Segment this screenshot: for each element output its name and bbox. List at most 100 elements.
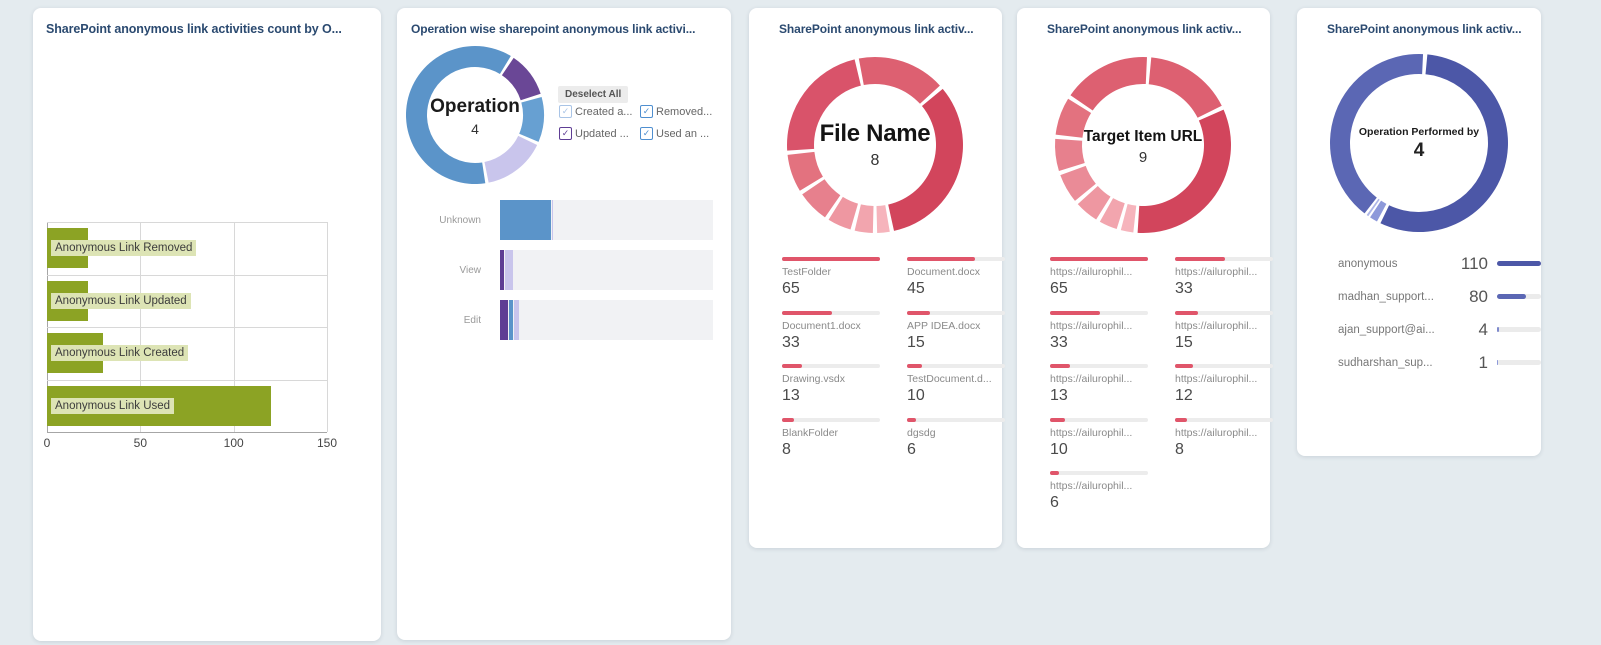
bar-label: Anonymous Link Updated	[51, 292, 191, 309]
donut-segment-sudharshan_sup...[interactable]	[1366, 198, 1380, 217]
stacked-bar-segment[interactable]	[500, 300, 509, 340]
checkbox-icon[interactable]: ✓	[640, 127, 653, 140]
donut-segment-dgsdg[interactable]	[876, 205, 890, 233]
donut-segment-https://ailurophil...[interactable]	[1137, 109, 1231, 233]
file-name-stat-list: TestFolder 65 Document1.docx 33 Drawing.vsdx…	[782, 257, 1005, 471]
stat-bar-track	[1175, 310, 1273, 315]
donut-segment-APP IDEA.docx[interactable]	[787, 151, 823, 191]
gridline	[47, 222, 327, 223]
donut-segment-https://ailurophil...[interactable]	[1054, 138, 1085, 172]
user-label: ajan_support@ai...	[1338, 323, 1435, 336]
stat-bar-fill	[782, 364, 802, 368]
stacked-bar-segment[interactable]	[500, 250, 504, 290]
donut-segment-https://ailurophil...[interactable]	[1077, 185, 1111, 220]
donut-segment-https://ailurophil...[interactable]	[1148, 57, 1222, 118]
stat-bar-fill	[1050, 257, 1148, 261]
stat-bar-track	[907, 310, 1005, 315]
legend-label: Removed...	[656, 105, 713, 118]
user-row: madhan_support... 80	[1338, 280, 1541, 313]
stat-bar-fill	[907, 364, 922, 368]
stacked-bar-segment[interactable]	[500, 200, 552, 240]
stat-item-value: 8	[1175, 440, 1184, 458]
donut-segment-Used an ...[interactable]	[405, 45, 511, 184]
donut-segment-https://ailurophil...[interactable]	[1099, 198, 1125, 229]
stat-item-label: dgsdg	[907, 426, 936, 439]
donut-segment-BlankFolder[interactable]	[854, 204, 874, 233]
stat-item-value: 15	[1175, 333, 1193, 351]
stat-item-label: https://ailurophil...	[1175, 426, 1258, 439]
target-url-stat-list: https://ailurophil... 65 https://ailurophi…	[1050, 257, 1273, 525]
donut-segment-Removed...[interactable]	[519, 97, 545, 142]
stat-item-value: 6	[907, 440, 916, 458]
stat-item: Document1.docx 33	[782, 310, 880, 365]
performed-by-donut-chart[interactable]	[1329, 53, 1509, 233]
user-label: madhan_support...	[1338, 290, 1434, 303]
stat-item-label: https://ailurophil...	[1175, 266, 1258, 278]
donut-segment-madhan_support...[interactable]	[1329, 53, 1424, 214]
donut-segment-Created a...[interactable]	[484, 135, 538, 183]
stat-item: https://ailurophil... 65	[1050, 257, 1148, 311]
stat-item-label: Document1.docx	[782, 319, 861, 332]
bar-chart: Anonymous Link Removed Anonymous Link Upd…	[47, 222, 328, 433]
x-axis-line	[47, 432, 327, 433]
donut-segment-https://ailurophil...[interactable]	[1070, 56, 1147, 111]
user-bar-fill	[1497, 360, 1499, 365]
donut-segment-https://ailurophil...[interactable]	[1060, 165, 1096, 201]
user-value: 110	[1460, 253, 1488, 273]
card-activities-by-user: SharePoint anonymous link activ... Opera…	[1297, 8, 1541, 456]
donut-segment-TestFolder[interactable]	[888, 88, 963, 231]
legend: ✓ Created a... ✓ Removed... ✓ Updated ... ✓ Use…	[559, 105, 712, 140]
donut-segment-Updated ...[interactable]	[501, 57, 541, 101]
donut-segment-ajan_support@ai...[interactable]	[1370, 200, 1387, 222]
legend-label: Used an ...	[656, 127, 710, 140]
operation-donut-chart[interactable]	[405, 45, 545, 185]
donut-segment-TestDocument.d...[interactable]	[828, 196, 859, 230]
stacked-bar-chart: Unknown View Edit	[417, 200, 713, 350]
stat-bar-fill	[1175, 257, 1225, 261]
stacked-bar-segment[interactable]	[509, 300, 514, 340]
legend-item-updated-[interactable]: ✓ Updated ...	[559, 127, 640, 140]
stat-item: https://ailurophil... 33	[1050, 310, 1148, 365]
stacked-bar-track[interactable]	[500, 200, 713, 240]
stat-item: https://ailurophil... 33	[1175, 257, 1273, 311]
legend-item-removed-[interactable]: ✓ Removed...	[640, 105, 712, 118]
user-bar-track	[1497, 261, 1541, 266]
checkbox-icon[interactable]: ✓	[559, 105, 572, 118]
stacked-bar-segment[interactable]	[514, 300, 520, 340]
stat-item: APP IDEA.docx 15	[907, 310, 1005, 365]
stat-item-value: 13	[1050, 387, 1068, 404]
stat-bar-track	[1175, 364, 1273, 368]
stat-bar-fill	[1050, 310, 1100, 315]
stat-item-value: 10	[907, 387, 925, 404]
stat-item-label: https://ailurophil...	[1050, 266, 1133, 278]
donut-segment-anonymous[interactable]	[1380, 54, 1508, 232]
file-name-donut-chart[interactable]	[786, 56, 964, 234]
donut-segment-Document.docx[interactable]	[786, 59, 861, 151]
stat-item: Drawing.vsdx 13	[782, 364, 880, 418]
donut-segment-https://ailurophil...[interactable]	[1055, 98, 1092, 138]
stacked-bar-segment[interactable]	[552, 200, 554, 240]
card-activities-by-file-name: SharePoint anonymous link activ... File …	[749, 8, 1005, 548]
target-url-donut-chart[interactable]	[1054, 56, 1232, 234]
bar-label: Anonymous Link Used	[51, 397, 175, 414]
legend-item-created-a-[interactable]: ✓ Created a...	[559, 105, 640, 118]
donut-segment-Drawing.vsdx[interactable]	[802, 179, 841, 218]
stacked-bar-track[interactable]	[500, 250, 713, 290]
stat-item-value: 45	[907, 280, 925, 297]
legend-item-used-an-[interactable]: ✓ Used an ...	[640, 127, 712, 140]
donut-segment-Document1.docx[interactable]	[858, 56, 940, 104]
checkbox-icon[interactable]: ✓	[640, 105, 653, 118]
donut-segment-https://ailurophil...[interactable]	[1120, 204, 1137, 233]
bar-chart-x-axis: 0 50 100 150	[44, 436, 337, 452]
stat-bar-fill	[782, 257, 880, 261]
stat-bar-track	[1175, 257, 1273, 261]
legend-label: Updated ...	[575, 127, 629, 140]
deselect-all-button[interactable]: Deselect All	[558, 86, 629, 103]
stacked-bar-segment[interactable]	[504, 250, 513, 290]
gridline	[47, 274, 327, 276]
stat-bar-track	[782, 364, 880, 368]
checkbox-icon[interactable]: ✓	[559, 127, 572, 140]
stacked-bar-track[interactable]	[500, 300, 713, 340]
bar-row: Anonymous Link Removed	[47, 222, 327, 275]
